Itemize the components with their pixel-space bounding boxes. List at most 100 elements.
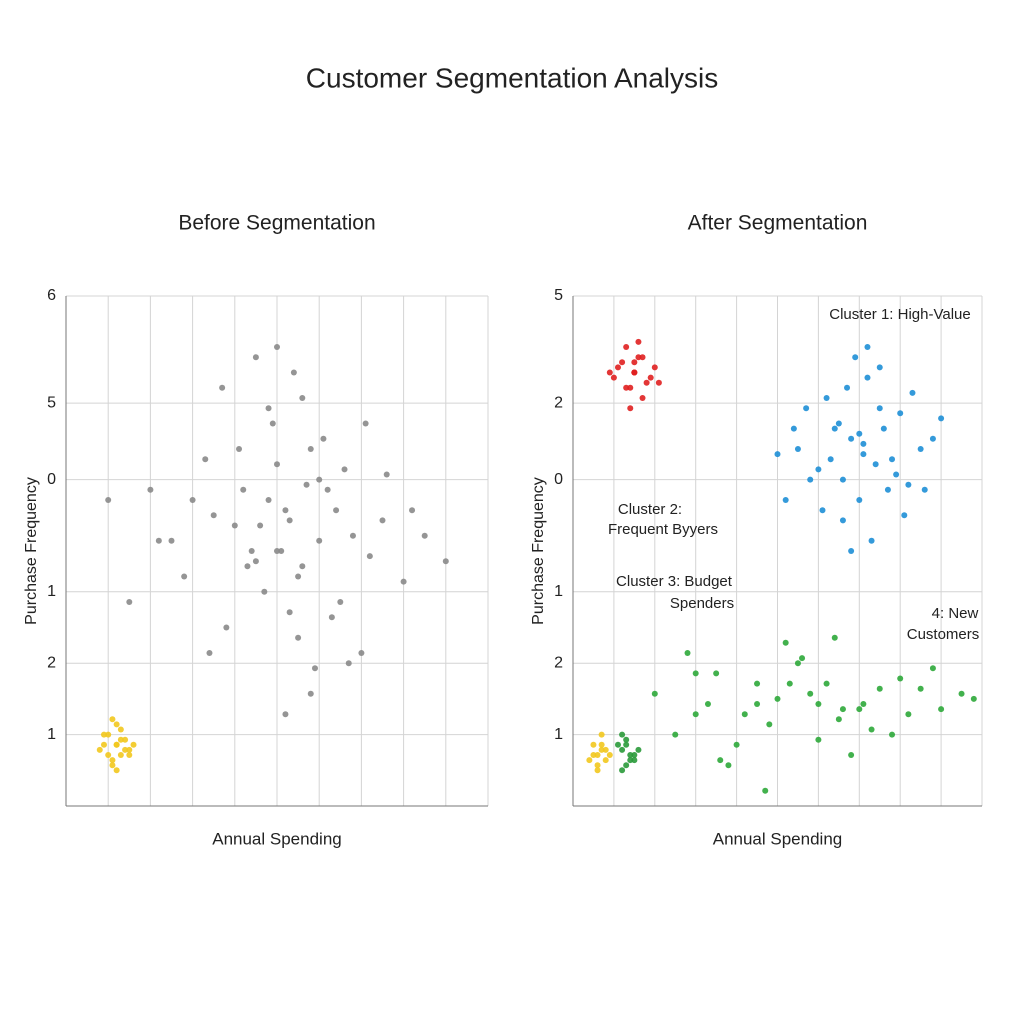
data-point [96, 746, 103, 753]
data-point [856, 497, 863, 503]
y-axis-label: Purchase Frequency [23, 477, 40, 625]
data-point [269, 420, 276, 427]
data-point [155, 537, 162, 544]
page-title: Customer Segmentation Analysis [306, 62, 718, 93]
data-point [860, 451, 867, 458]
annotation: Cluster 3: Budget [616, 573, 733, 590]
x-axis-label: Annual Spending [212, 829, 342, 848]
data-point [290, 369, 297, 376]
data-point [839, 476, 846, 483]
data-point [252, 558, 259, 565]
data-point [303, 481, 310, 488]
data-point [692, 670, 699, 677]
data-point [252, 354, 259, 361]
data-point [754, 680, 761, 687]
data-point [631, 757, 638, 764]
y-tick-label: 2 [554, 654, 563, 671]
data-point [639, 395, 646, 401]
annotation: Cluster 2: [618, 501, 682, 518]
data-point [147, 486, 154, 493]
data-point [672, 731, 679, 738]
data-point [790, 425, 797, 432]
y-tick-label: 1 [47, 583, 56, 600]
data-point [889, 731, 896, 738]
data-point [848, 548, 855, 554]
data-point [774, 451, 781, 458]
annotation: Frequent Byyers [608, 521, 718, 538]
data-point [126, 746, 133, 753]
data-point [876, 685, 883, 692]
y-axis-label: Purchase Frequency [530, 477, 547, 625]
x-axis-label: Annual Spending [713, 829, 843, 848]
data-point [257, 522, 264, 529]
data-point [647, 374, 654, 381]
data-point [307, 690, 314, 697]
data-point [594, 767, 601, 774]
data-point [286, 517, 293, 524]
data-point [876, 364, 883, 371]
data-point [958, 690, 965, 697]
data-point [823, 395, 830, 401]
data-point [782, 497, 789, 503]
data-point [831, 425, 838, 432]
data-point [265, 497, 272, 503]
data-point [219, 384, 226, 391]
data-point [692, 711, 699, 718]
y-tick-label: 2 [554, 394, 563, 411]
data-point [786, 680, 793, 687]
data-point [929, 665, 936, 672]
data-point [307, 446, 314, 452]
data-point [884, 486, 891, 493]
data-point [623, 344, 630, 350]
data-point [803, 405, 810, 412]
data-point [299, 563, 306, 570]
data-point [872, 461, 879, 468]
data-point [623, 741, 630, 748]
data-point [122, 746, 129, 753]
data-point [893, 471, 900, 478]
data-point [244, 563, 251, 570]
data-point [631, 359, 638, 366]
y-tick-label: 5 [554, 287, 563, 304]
data-point [223, 624, 230, 631]
annotation: 4: New [932, 605, 979, 622]
data-point [631, 369, 638, 376]
data-point [799, 655, 806, 662]
chart-title: After Segmentation [688, 212, 868, 235]
data-point [261, 588, 268, 595]
data-point [643, 379, 650, 386]
data-point [876, 405, 883, 412]
data-point [835, 420, 842, 427]
data-point [823, 680, 830, 687]
data-point [383, 471, 390, 478]
data-point [337, 599, 344, 605]
data-point [113, 741, 120, 748]
data-point [236, 446, 243, 452]
data-point [623, 736, 630, 743]
data-point [100, 731, 107, 738]
data-point [248, 548, 255, 554]
data-point [627, 405, 634, 412]
data-point [880, 425, 887, 432]
data-point [856, 706, 863, 713]
data-point [349, 532, 356, 539]
data-point [815, 736, 822, 743]
data-point [619, 359, 626, 366]
annotation: Spenders [670, 595, 734, 612]
data-point [109, 762, 116, 769]
data-point [807, 476, 814, 483]
data-point [586, 757, 593, 764]
data-point [774, 695, 781, 702]
data-point [655, 379, 662, 386]
data-point [113, 767, 120, 774]
data-point [594, 762, 601, 769]
y-tick-label: 1 [47, 726, 56, 743]
data-point [827, 456, 834, 463]
data-point [856, 430, 863, 437]
data-point [295, 573, 302, 580]
data-point [864, 344, 871, 350]
y-tick-label: 1 [554, 726, 563, 743]
data-point [282, 507, 289, 514]
data-point [717, 757, 724, 764]
annotation: Cluster 1: High-Value [829, 306, 970, 323]
